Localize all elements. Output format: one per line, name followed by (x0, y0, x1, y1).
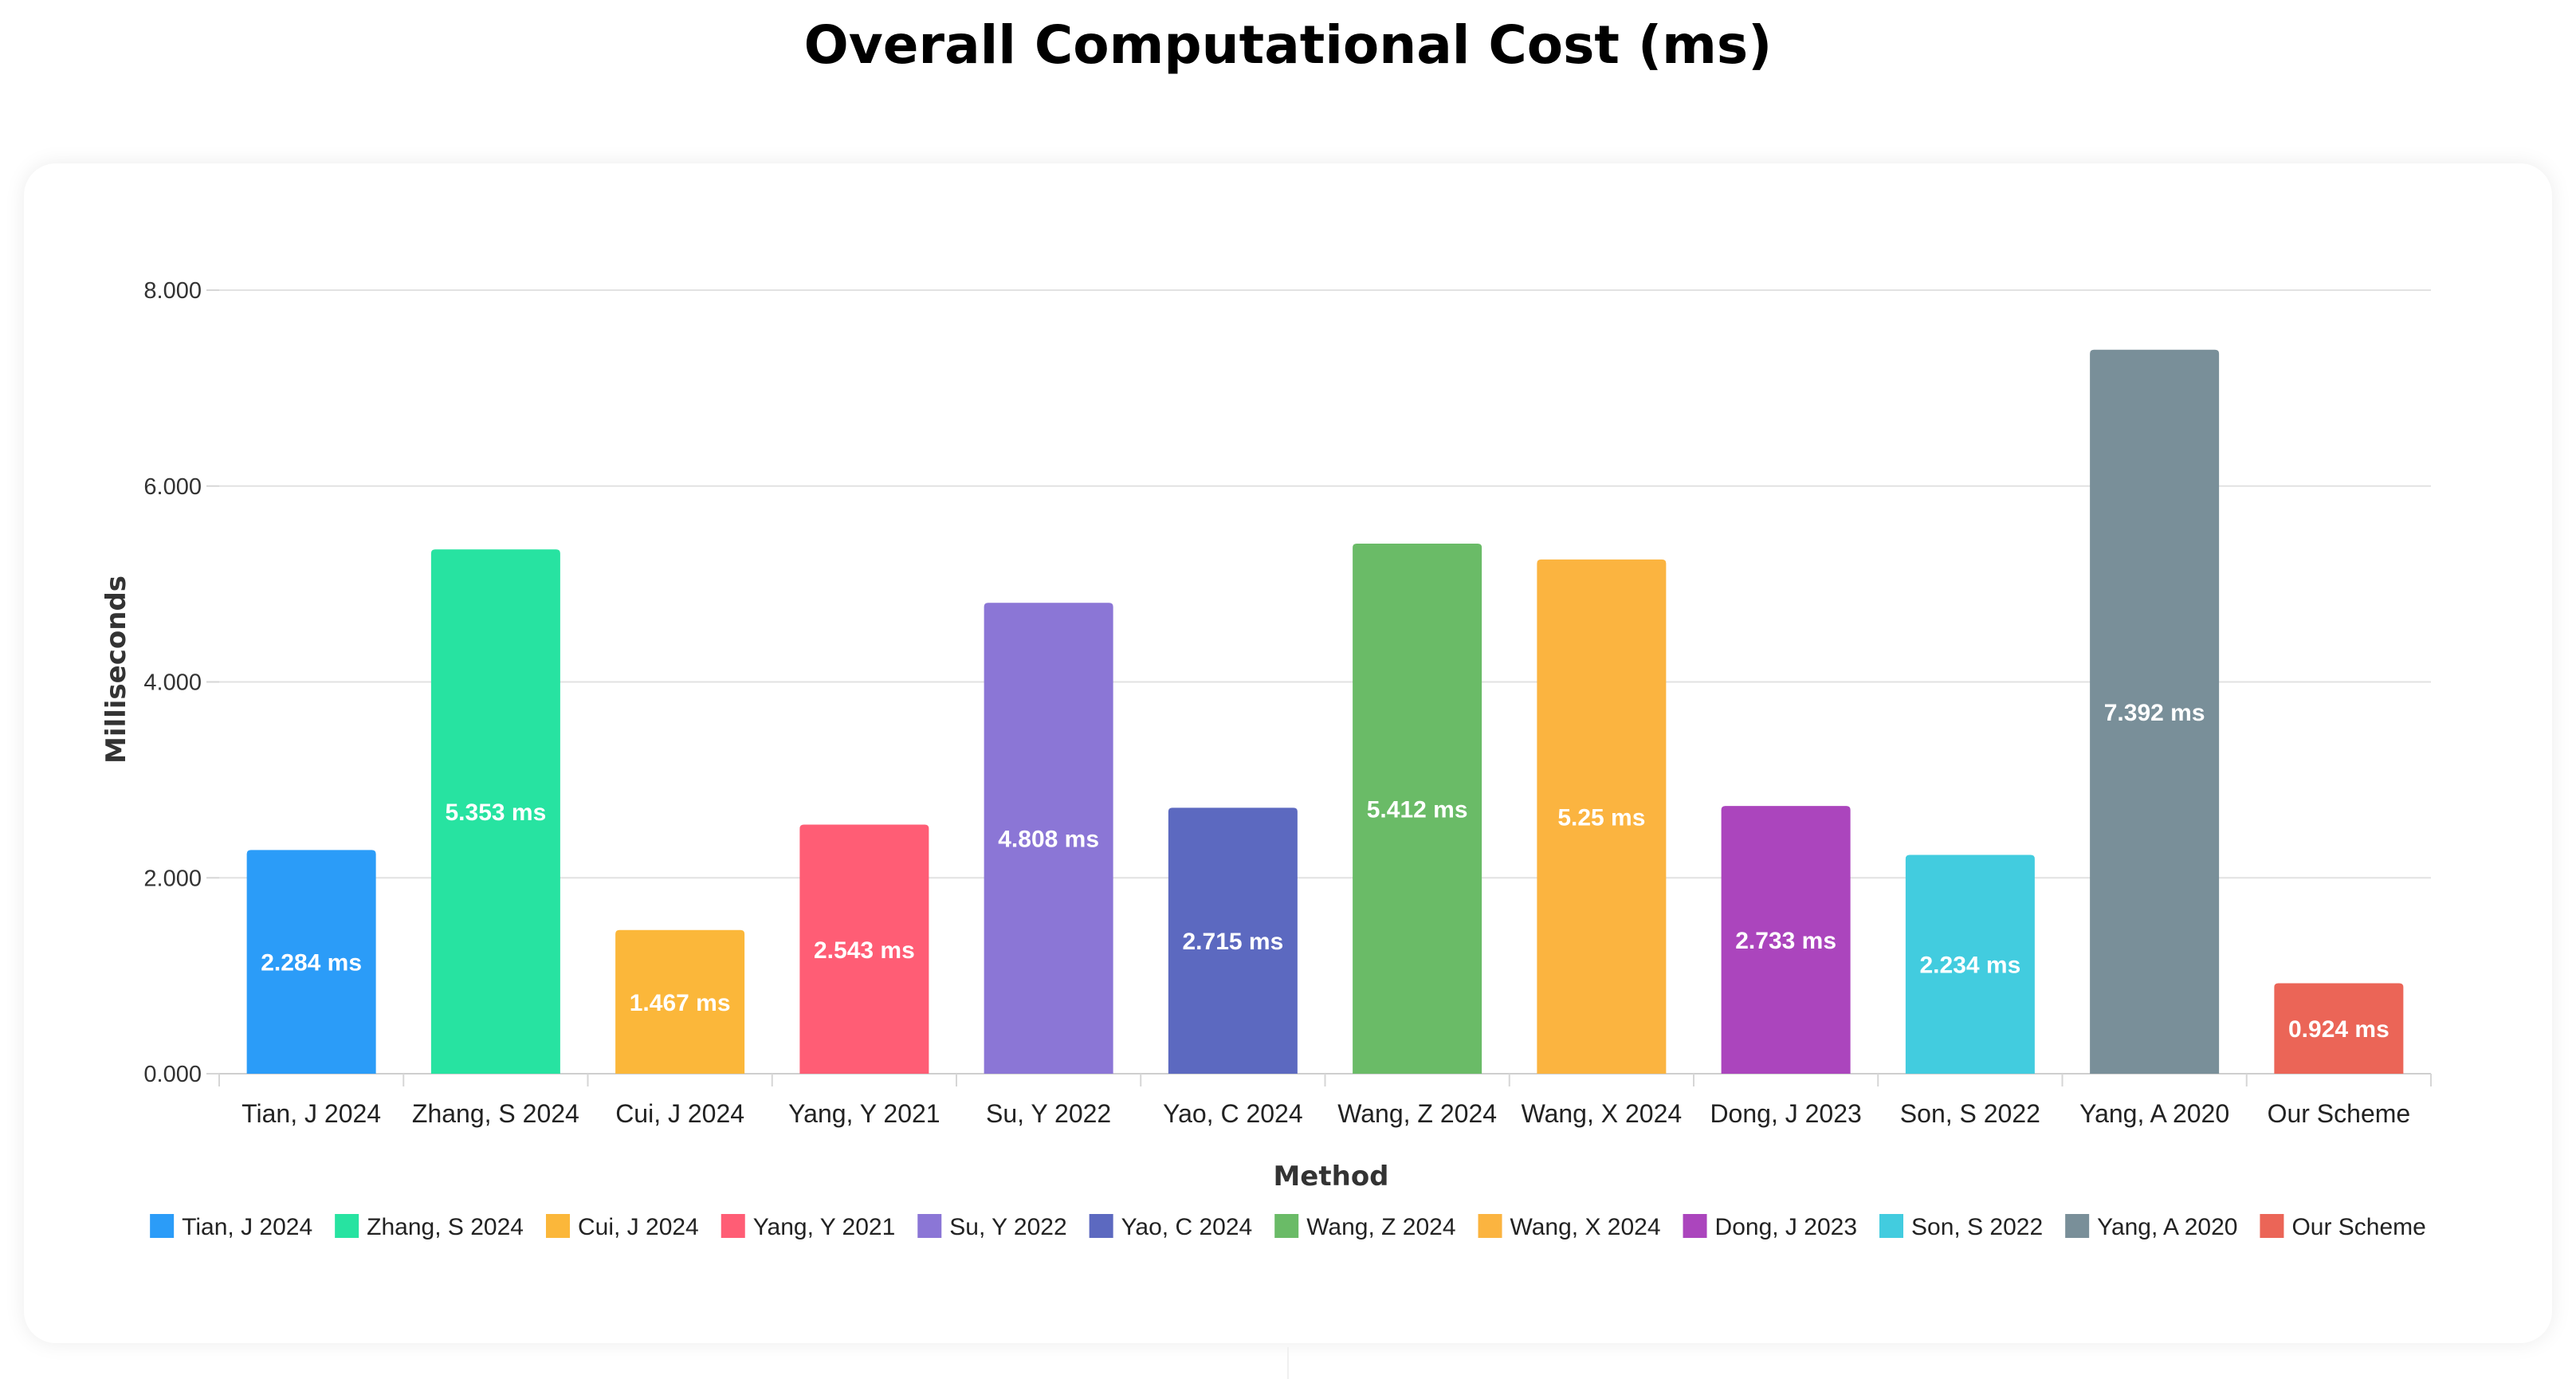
legend-label: Wang, Z 2024 (1306, 1214, 1455, 1240)
legend-swatch (917, 1214, 942, 1238)
legend-label: Cui, J 2024 (578, 1214, 699, 1240)
legend-label: Yao, C 2024 (1121, 1214, 1253, 1240)
legend-label: Our Scheme (2291, 1214, 2425, 1240)
y-tick-label: 4.000 (143, 670, 202, 696)
x-category-label: Our Scheme (2268, 1099, 2411, 1128)
legend-swatch (2065, 1214, 2090, 1238)
legend-item[interactable]: Son, S 2022 (1879, 1214, 2043, 1240)
legend-label: Son, S 2022 (1911, 1214, 2043, 1240)
x-category-label: Cui, J 2024 (615, 1099, 744, 1128)
bar-value-label: 7.392 ms (2104, 700, 2205, 726)
legend-item[interactable]: Yao, C 2024 (1089, 1214, 1253, 1240)
bar[interactable] (2274, 983, 2404, 1074)
bar[interactable] (1537, 559, 1667, 1074)
y-tick-label: 8.000 (143, 278, 202, 304)
legend-swatch (1478, 1214, 1502, 1238)
legend-label: Su, Y 2022 (949, 1214, 1066, 1240)
x-axis (218, 1074, 2432, 1086)
legend-item[interactable]: Wang, Z 2024 (1274, 1214, 1456, 1240)
bar[interactable] (1905, 855, 2035, 1074)
legend-swatch (335, 1214, 359, 1238)
x-category-label: Wang, Z 2024 (1337, 1099, 1497, 1128)
x-category-label: Wang, X 2024 (1522, 1099, 1683, 1128)
legend-item[interactable]: Dong, J 2023 (1683, 1214, 1857, 1240)
x-category-label: Tian, J 2024 (242, 1099, 381, 1128)
legend-item[interactable]: Zhang, S 2024 (335, 1214, 524, 1240)
legend-swatch (1879, 1214, 1904, 1238)
bars (246, 349, 2404, 1074)
bar-value-label: 2.234 ms (1919, 953, 2020, 979)
bar-value-label: 5.412 ms (1367, 797, 1468, 823)
legend: Tian, J 2024 Zhang, S 2024 Cui, J 2024 Yang… (150, 1214, 2426, 1240)
legend-item[interactable]: Wang, X 2024 (1478, 1214, 1661, 1240)
y-tick-label: 0.000 (143, 1062, 202, 1087)
legend-item[interactable]: Yang, Y 2021 (721, 1214, 896, 1240)
bar[interactable] (430, 549, 560, 1074)
x-category-label: Zhang, S 2024 (412, 1099, 579, 1128)
bar[interactable] (984, 603, 1113, 1074)
legend-label: Tian, J 2024 (182, 1214, 312, 1240)
legend-swatch (1089, 1214, 1113, 1238)
bar-value-label: 0.924 ms (2288, 1016, 2389, 1043)
x-category-label: Su, Y 2022 (986, 1099, 1111, 1128)
bar[interactable] (1721, 806, 1851, 1074)
x-category-label: Yao, C 2024 (1163, 1099, 1303, 1128)
legend-swatch (1683, 1214, 1707, 1238)
legend-item[interactable]: Yang, A 2020 (2065, 1214, 2237, 1240)
bar[interactable] (615, 929, 745, 1074)
bar[interactable] (2090, 349, 2220, 1074)
bar-value-label: 5.25 ms (1557, 804, 1645, 831)
bar-value-label: 5.353 ms (445, 800, 546, 826)
bar[interactable] (246, 850, 376, 1074)
bar-value-labels: 2.284 ms 5.353 ms 1.467 ms 2.543 ms 4.808 ms… (261, 700, 2389, 1043)
legend-item[interactable]: Tian, J 2024 (150, 1214, 312, 1240)
chart-title: Overall Computational Cost (ms) (803, 14, 1773, 76)
legend-item[interactable]: Our Scheme (2260, 1214, 2426, 1240)
legend-label: Zhang, S 2024 (367, 1214, 524, 1240)
bar-value-label: 2.543 ms (814, 937, 915, 964)
card-divider (1287, 1347, 1289, 1379)
x-category-label: Yang, A 2020 (2079, 1099, 2229, 1128)
x-category-label: Yang, Y 2021 (788, 1099, 940, 1128)
bar-value-label: 2.715 ms (1182, 929, 1283, 955)
bar[interactable] (1353, 544, 1482, 1074)
legend-label: Wang, X 2024 (1510, 1214, 1661, 1240)
x-category-label: Son, S 2022 (1900, 1099, 2040, 1128)
legend-label: Dong, J 2023 (1715, 1214, 1857, 1240)
bar-value-label: 4.808 ms (998, 827, 1099, 853)
bar-value-label: 1.467 ms (630, 990, 731, 1016)
bar[interactable] (799, 824, 929, 1074)
legend-item[interactable]: Su, Y 2022 (917, 1214, 1067, 1240)
y-axis-title: Milliseconds (100, 576, 132, 764)
legend-item[interactable]: Cui, J 2024 (545, 1214, 699, 1240)
legend-swatch (545, 1214, 570, 1238)
bar-value-label: 2.733 ms (1735, 928, 1836, 954)
legend-swatch (721, 1214, 745, 1238)
x-axis-title: Method (1273, 1161, 1388, 1192)
x-category-label: Dong, J 2023 (1710, 1099, 1861, 1128)
x-axis-category-labels: Tian, J 2024 Zhang, S 2024 Cui, J 2024 Yang… (242, 1099, 2410, 1128)
bar-value-label: 2.284 ms (261, 950, 362, 976)
legend-swatch (150, 1214, 175, 1238)
legend-swatch (2260, 1214, 2284, 1238)
y-axis-ticks: 0.000 2.000 4.000 6.000 8.000 (143, 278, 219, 1087)
legend-swatch (1274, 1214, 1299, 1238)
bar[interactable] (1168, 807, 1298, 1074)
y-tick-label: 6.000 (143, 474, 202, 500)
legend-label: Yang, Y 2021 (753, 1214, 896, 1240)
y-tick-label: 2.000 (143, 866, 202, 891)
legend-label: Yang, A 2020 (2097, 1214, 2237, 1240)
